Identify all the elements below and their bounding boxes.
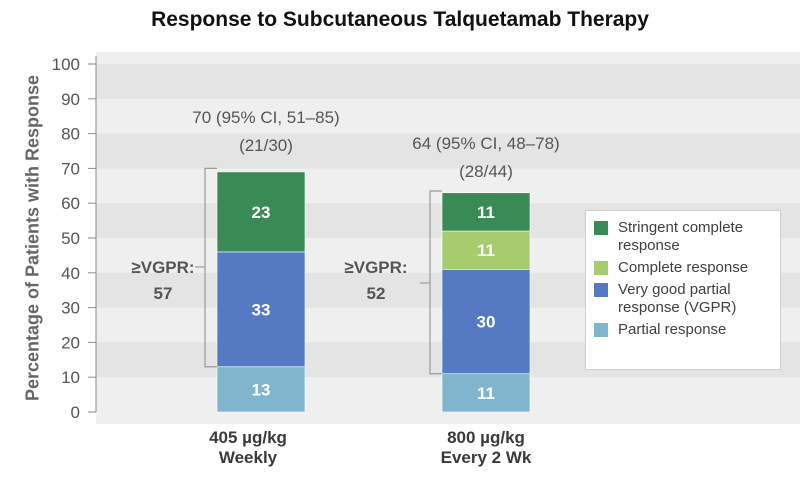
bar-segment [441, 192, 531, 232]
y-tick-label: 40 [61, 264, 80, 283]
x-label-2-line2: Every 2 Wk [440, 448, 532, 467]
y-tick-label: 70 [61, 159, 80, 178]
grid-band [96, 64, 800, 99]
x-label-2-line1: 800 µg/kg [447, 428, 525, 447]
vgpr-bracket [429, 190, 442, 375]
y-tick-label: 50 [61, 229, 80, 248]
y-tick-label: 80 [61, 125, 80, 144]
legend-swatch-vgpr [594, 283, 608, 297]
bar-segment [216, 366, 306, 413]
total-annotation-2: 64 (95% CI, 48–78) (28/44) [366, 130, 606, 186]
vgpr-label-2-text: ≥VGPR: [344, 258, 408, 277]
legend-label-stringent: Stringent complete response [618, 219, 744, 254]
total-annotation-2-count: (28/44) [459, 162, 513, 181]
x-label-1-line2: Weekly [218, 448, 278, 467]
total-annotation-1-ci: 70 (95% CI, 51–85) [192, 108, 340, 127]
vgpr-label-1-value: 57 [153, 284, 173, 303]
bar-data-label: 30 [477, 313, 496, 332]
legend-swatch-stringent [594, 221, 608, 235]
y-tick-label: 20 [61, 333, 80, 352]
bar-segment [441, 269, 531, 375]
grid-band [96, 133, 800, 169]
total-annotation-1-count: (21/30) [239, 136, 293, 155]
legend-item-partial: Partial response [594, 321, 772, 339]
legend-swatch-complete [594, 261, 608, 275]
y-tick-label: 30 [61, 299, 80, 318]
bar-segment [216, 251, 306, 368]
bar-data-label: 11 [477, 241, 495, 260]
vgpr-label-1-text: ≥VGPR: [131, 258, 195, 277]
vgpr-label-1: ≥VGPR: 57 [128, 255, 198, 307]
y-tick-label: 90 [61, 90, 80, 109]
y-tick-label: 60 [61, 194, 80, 213]
y-tick-label: 100 [52, 55, 80, 74]
bar-segment [216, 171, 306, 253]
x-label-group-1: 405 µg/kg Weekly [168, 428, 328, 468]
y-tick-label: 10 [61, 368, 80, 387]
total-annotation-1: 70 (95% CI, 51–85) (21/30) [146, 104, 386, 160]
x-label-1-line1: 405 µg/kg [209, 428, 287, 447]
y-tick-label: 0 [71, 403, 80, 422]
legend: Stringent complete response Complete res… [585, 210, 781, 370]
vgpr-label-2-value: 52 [366, 284, 386, 303]
bar-segment [441, 373, 531, 413]
bar-segment [441, 230, 531, 270]
bar-data-label: 33 [252, 300, 271, 319]
legend-item-vgpr: Very good partial response (VGPR) [594, 281, 772, 317]
vgpr-bracket [204, 167, 217, 368]
bar-data-label: 11 [477, 203, 495, 222]
legend-label-partial: Partial response [618, 321, 727, 338]
legend-item-complete: Complete response [594, 259, 772, 277]
total-annotation-2-ci: 64 (95% CI, 48–78) [412, 134, 560, 153]
x-label-group-2: 800 µg/kg Every 2 Wk [406, 428, 566, 468]
chart-title: Response to Subcutaneous Talquetamab The… [151, 8, 649, 31]
bar-data-label: 11 [477, 384, 495, 403]
legend-label-complete: Complete response [618, 259, 749, 276]
vgpr-label-2: ≥VGPR: 52 [341, 255, 411, 307]
bar-data-label: 23 [252, 203, 271, 222]
bar-data-label: 13 [252, 380, 271, 399]
legend-swatch-partial [594, 323, 608, 337]
legend-item-stringent: Stringent complete response [594, 219, 772, 255]
legend-label-vgpr: Very good partial response (VGPR) [618, 281, 737, 316]
